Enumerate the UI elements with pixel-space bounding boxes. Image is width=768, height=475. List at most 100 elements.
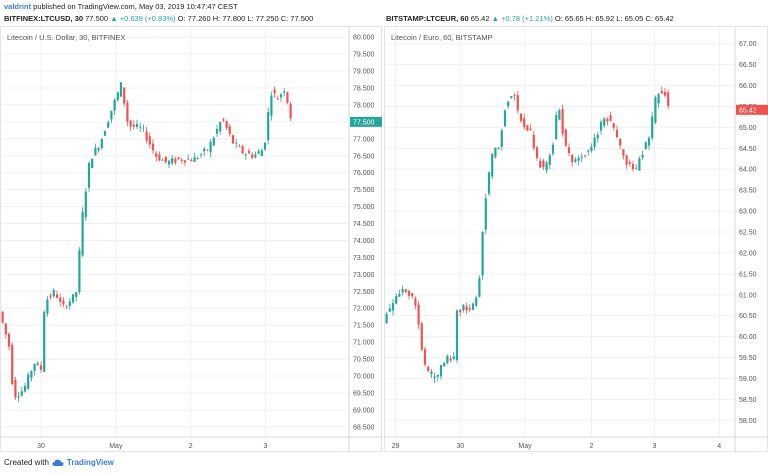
candle-body [599,121,603,131]
candle-body [443,362,446,367]
candle-body [647,137,651,146]
candle-body [638,158,641,171]
candle-body [455,310,459,361]
y-tick-label: 63.00 [739,209,757,216]
candle-body [171,158,174,164]
candle-body [91,158,94,169]
candle-body [206,149,209,151]
candle-body [187,158,190,160]
candle-body [289,104,292,119]
candle-body [446,355,449,364]
right-close: C: 65.42 [645,14,674,23]
candle-body [251,154,254,158]
candle-body [574,159,577,162]
candle-body [561,109,564,134]
right-low: L: 65.05 [616,14,644,23]
candle-body [231,135,235,144]
candle-body [535,147,539,158]
candle-body [475,297,478,306]
y-tick-label: 77.000 [353,136,375,143]
y-tick-label: 78.500 [353,85,375,92]
candle-body [65,306,68,308]
candle-body [587,150,590,152]
candle-body [100,138,103,149]
candle-body [497,147,500,150]
candle-body [17,396,20,398]
right-change: ▲ +0.78 (+1.21%) [491,14,553,23]
publish-line: valdrint published on TradingView.com, M… [4,2,238,11]
candle-body [59,297,62,302]
left-symbol[interactable]: BITFINEX:LTCUSD, 30 [4,14,84,23]
candle-body [596,134,599,139]
y-tick-label: 58.00 [739,418,757,425]
candle-body [129,120,132,127]
candle-body [263,142,267,150]
y-tick-label: 80.000 [353,35,375,42]
candle-body [465,306,468,311]
y-tick-label: 79.500 [353,52,375,59]
x-tick-label: 2 [189,443,193,450]
author-link[interactable]: valdrint [4,2,32,11]
candle-body [555,115,558,140]
x-tick-label: 30 [37,443,45,450]
y-tick-label: 76.000 [353,170,375,177]
candle-body [33,363,36,371]
right-last: 65.42 [470,14,490,23]
publish-info: published on TradingView.com, May 03, 20… [31,2,238,11]
y-tick-label: 73.000 [353,272,375,279]
candle-body [68,301,71,306]
candle-body [641,154,644,158]
candle-body [609,115,612,121]
candle-body [449,358,452,361]
candle-body [644,142,647,149]
y-tick-label: 62.50 [739,230,757,237]
right-chart-panel[interactable]: Litecoin / Euro, 60, BITSTAMP 58.00 58.50… [384,26,768,453]
candle-body [439,365,443,377]
candle-body [84,191,87,218]
candle-body [500,130,503,147]
candle-body [398,293,401,297]
candle-body [657,94,660,104]
candle-body [20,391,23,396]
x-tick-label: May [518,443,532,450]
candle-body [260,150,263,157]
candle-body [135,123,139,127]
candle-body [625,155,628,165]
candle-body [407,290,411,296]
candle-body [580,156,583,158]
candle-body [11,344,14,385]
candle-body [177,157,180,160]
candle-body [113,99,116,111]
candle-body [619,139,622,146]
candle-body [590,146,593,151]
candle-body [551,144,555,154]
footer: Created with TradingView [4,458,114,467]
candle-body [155,153,158,157]
candle-body [36,363,39,365]
y-tick-label: 70.500 [353,357,375,364]
candle-body [23,385,27,392]
candle-body [203,148,206,152]
y-tick-label: 68.500 [353,424,375,431]
candle-body [417,304,420,325]
candle-body [529,128,532,130]
left-candlestick-chart[interactable]: 68.500 69.000 69.500 70.000 70.500 71.000 71.5… [1,27,383,453]
candle-body [142,127,145,129]
candle-body [593,137,596,147]
candle-body [491,154,494,177]
candle-body [663,91,667,96]
candle-body [62,300,65,305]
candle-body [244,154,247,156]
left-close: C: 77.500 [280,14,314,23]
candle-body [174,158,177,163]
y-tick-label: 73.500 [353,255,375,262]
right-candlestick-chart[interactable]: 58.00 58.50 59.00 59.50 60.00 60.50 61.00 61.50… [385,27,768,453]
y-tick-label: 75.000 [353,204,375,211]
candle-body [139,126,142,128]
candle-body [228,126,231,135]
last-price-badge [350,116,382,127]
footer-brand[interactable]: TradingView [66,458,114,467]
left-chart-panel[interactable]: Litecoin / U.S. Dollar, 30, BITFINEX 68.… [0,26,383,453]
right-symbol[interactable]: BITSTAMP:LTCEUR, 60 [386,14,469,23]
candle-body [404,289,407,293]
